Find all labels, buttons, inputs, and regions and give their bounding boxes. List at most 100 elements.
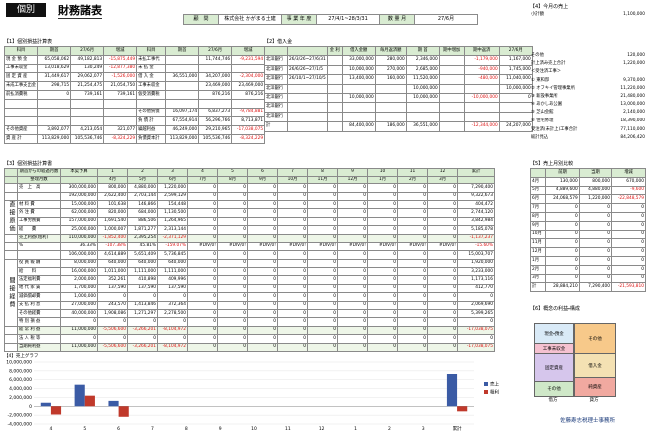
cell: 0 — [611, 247, 646, 257]
cell: 29,210,965 — [198, 125, 233, 135]
cell: 役 員 報 酬 — [17, 258, 61, 269]
bar — [74, 384, 85, 407]
cell: 26/6/26~27/1/5 — [287, 64, 328, 76]
row: ③ 新設事業所 21,480,000 — [530, 93, 646, 101]
cell: 1,111,000 — [127, 267, 158, 277]
row: 192,000,000 2,622,400 2,703,144 2,599,129 0 0… — [4, 191, 495, 201]
cell: 0 — [337, 283, 368, 294]
cell: -17,038,075 — [231, 125, 266, 135]
cell: 0 — [277, 233, 308, 243]
cell: 800,000 — [97, 183, 128, 193]
cell: 0 — [397, 250, 428, 260]
cell: % — [17, 241, 61, 252]
cell: 2,278,500 — [157, 309, 188, 319]
row: 前払消費税 0 739,161 739,161 仮受消費税 876,216 876,216 — [3, 89, 266, 100]
x-tick-label: 3 — [422, 426, 425, 432]
cell — [37, 107, 72, 118]
cell: 739,161 — [70, 89, 105, 100]
section-title: 【1】個別損益計算表 — [4, 39, 53, 45]
cell: -3,266,201 — [127, 325, 158, 336]
cell: 25,000,000 — [60, 225, 98, 235]
cell: 1,413,846 — [127, 300, 158, 311]
cell: 11,040,000 — [498, 74, 533, 85]
cell: 101,638 — [97, 199, 128, 210]
cell: 10 — [367, 168, 398, 177]
cell: 137,590 — [127, 283, 158, 294]
cell: 当期純利益 — [17, 342, 61, 353]
row: 給 料 16,000,000 1,011,000 1,111,000 1,111,000… — [5, 267, 495, 277]
cell: 0 — [217, 233, 248, 243]
cell: -17,038,075 — [457, 325, 495, 336]
cell: 0 — [397, 208, 428, 218]
row: 計 84,400,000 186,000 36,551,000 -12,344,000 2… — [264, 121, 533, 132]
cell: 4 — [187, 168, 218, 177]
cell: 北洋銀行 — [264, 92, 288, 104]
cell: 9月 — [247, 175, 278, 185]
cell: 3,842,984 — [457, 216, 495, 227]
cell: 0 — [187, 325, 218, 336]
row: ① 東和邸 9,370,000 — [530, 77, 646, 85]
bar — [446, 373, 458, 407]
cell — [529, 168, 547, 178]
row: 顧 問株式会社 かがまる土建事 業 年 度 27/4/1~28/3/31 数 量 月… — [183, 14, 478, 25]
cell: 5,399,265 — [457, 309, 495, 319]
section-title: 【6】概念の利益・構成 — [530, 306, 580, 312]
cell: 0 — [427, 225, 458, 235]
cell: 11,000,000 — [60, 342, 98, 353]
row: 小計額 1,100,000 — [530, 11, 646, 19]
cell — [4, 168, 18, 177]
cell: 0 — [60, 317, 98, 327]
cell: 1,220,000 — [157, 183, 188, 193]
cell: 21,480,000 — [620, 93, 645, 99]
cell: 減価償却費 — [17, 292, 61, 302]
cell: 13,400,000 — [341, 74, 376, 85]
cell: 0 — [337, 300, 368, 311]
cell: 0 — [217, 183, 248, 193]
cell — [70, 116, 105, 127]
cell: -5,506,600 — [97, 325, 128, 336]
cell — [405, 111, 440, 123]
cell — [463, 102, 500, 113]
cell: 0 — [611, 255, 646, 266]
cell: 2,685,000 — [405, 64, 440, 76]
cell: 売上利益(粗利) — [17, 233, 61, 243]
cell: 0 — [337, 233, 368, 243]
cell: 0 — [397, 317, 428, 327]
row: ④ あかしあ公園 13,000,000 — [530, 101, 646, 109]
cell: 0 — [307, 199, 338, 210]
cell: 0 — [187, 283, 218, 294]
cell: 0 — [247, 191, 278, 201]
cell — [4, 183, 18, 193]
cell: 0 — [307, 225, 338, 235]
cell: 0 — [397, 309, 428, 319]
cell — [198, 98, 233, 109]
cell: 1,908,086 — [97, 309, 128, 319]
cell: 2月 — [397, 175, 428, 185]
cell: -10,000,000 — [463, 92, 500, 104]
row: その他資産 3,892,077 4,213,054 321,077 繰越利益 46,249… — [3, 125, 266, 135]
cell: 未成工事支出金 — [3, 81, 39, 91]
cell: 増減 — [231, 46, 266, 56]
compare-section: 【5】売上月別比較 前期 当期 増減 4月 130,000 800,000 670,000 5月… — [529, 160, 646, 293]
cell — [374, 111, 407, 123]
cell: 21,254,475 — [70, 81, 105, 91]
cell: 0 — [427, 258, 458, 269]
cell — [438, 121, 465, 132]
bar — [50, 406, 62, 415]
cell: 0 — [307, 258, 338, 269]
cell: 0 — [247, 258, 278, 269]
cell: 0 — [187, 250, 218, 260]
cell: #DIV/0! — [367, 241, 398, 252]
cell: 0 — [307, 283, 338, 294]
cell: 0 — [367, 292, 398, 302]
cell: 0 — [187, 317, 218, 327]
cell: 1,000,007 — [97, 225, 128, 235]
cell: 0 — [337, 191, 368, 201]
cell: 0 — [97, 334, 128, 344]
cell: 0 — [277, 342, 308, 353]
cell: 0 — [578, 264, 613, 275]
cell: 11,744,746 — [198, 54, 233, 65]
row: 5月 4,889,600 4,880,000 -9,600 — [529, 185, 646, 196]
cell: 0 — [545, 264, 580, 275]
